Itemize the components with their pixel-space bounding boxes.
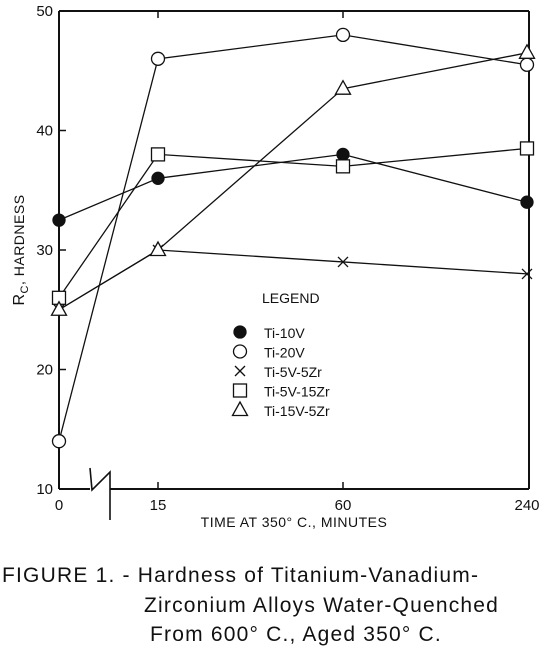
data-point-ti-20v xyxy=(150,51,166,66)
legend-entry-label: Ti-15V-5Zr xyxy=(264,403,330,419)
y-tick-label: 50 xyxy=(36,3,53,20)
figure-caption-line-1: FIGURE 1. - Hardness of Titanium-Vanadiu… xyxy=(2,564,480,587)
series-line-ti-15v-5zr xyxy=(58,52,528,311)
series-layer xyxy=(50,27,536,449)
legend-title: LEGEND xyxy=(262,290,320,306)
marker-x-stroke xyxy=(521,268,533,280)
x-tick-label: 240 xyxy=(514,497,539,514)
figure-caption-line-3: From 600° C., Aged 350° C. xyxy=(150,623,442,646)
series-line-ti-20v xyxy=(58,34,528,442)
legend-entry-label: Ti-20V xyxy=(264,345,305,361)
marker-x-stroke xyxy=(234,365,246,377)
legend-marker-ti-15v-5zr xyxy=(231,400,249,417)
tick-layer: 10 20 30 40 50 0 15 60 240 xyxy=(36,3,539,514)
y-tick-label: 30 xyxy=(36,242,53,259)
legend-marker-ti-5v-15zr xyxy=(232,383,248,398)
y-axis-label: RC, HARDNESS xyxy=(11,194,31,305)
data-point-ti-10v xyxy=(52,213,66,227)
data-point-ti-5v-15zr xyxy=(519,141,535,156)
series-line-ti-5v-15zr xyxy=(58,147,528,299)
legend-entry-label: Ti-5V-5Zr xyxy=(264,364,322,380)
axis-break-mark xyxy=(89,467,111,520)
legend: LEGEND Ti-10V Ti-20V Ti-5V-5Zr Ti-5V-15Zr Ti-… xyxy=(231,290,330,419)
data-point-ti-20v xyxy=(519,57,535,72)
data-point-ti-10v xyxy=(151,171,165,185)
y-tick-label: 20 xyxy=(36,362,53,379)
legend-marker-ti-5v-5zr xyxy=(234,365,246,377)
hardness-chart: 10 20 30 40 50 0 15 60 240 LEGEND Ti-10V Ti-20V Ti-… xyxy=(11,3,540,530)
y-tick-label: 40 xyxy=(36,123,53,140)
data-point-ti-5v-15zr xyxy=(335,159,351,174)
data-point-ti-15v-5zr xyxy=(518,43,536,59)
x-tick-label: 15 xyxy=(150,497,167,514)
y-axis-label-main: R xyxy=(11,293,28,305)
y-axis-label-sub: C xyxy=(19,285,31,293)
x-axis-label: TIME AT 350° C., MINUTES xyxy=(201,514,388,530)
data-point-ti-15v-5zr xyxy=(149,240,167,257)
x-tick-label: 60 xyxy=(335,497,352,514)
series-line-ti-10v xyxy=(58,153,528,221)
marker-x-stroke xyxy=(337,256,349,268)
data-point-ti-10v xyxy=(520,195,534,209)
x-tick-label: 0 xyxy=(55,497,63,514)
figure-caption-line-2: Zirconium Alloys Water-Quenched xyxy=(144,594,500,617)
data-point-ti-20v xyxy=(51,434,67,449)
data-point-ti-5v-15zr xyxy=(150,147,166,162)
plot-frame xyxy=(58,10,530,520)
data-point-ti-10v xyxy=(336,147,350,162)
legend-entry-label: Ti-5V-15Zr xyxy=(264,384,330,400)
data-point-ti-20v xyxy=(335,27,351,43)
data-point-ti-5v-5zr xyxy=(521,268,533,280)
data-point-ti-15v-5zr xyxy=(50,300,68,316)
y-axis-label-rest: , HARDNESS xyxy=(11,194,27,285)
legend-marker-ti-20v xyxy=(232,344,248,359)
legend-entry-label: Ti-10V xyxy=(264,325,305,341)
data-point-ti-5v-5zr xyxy=(337,256,349,268)
data-point-ti-15v-5zr xyxy=(334,79,352,95)
legend-marker-ti-10v xyxy=(233,325,247,339)
y-tick-label: 10 xyxy=(36,481,53,498)
